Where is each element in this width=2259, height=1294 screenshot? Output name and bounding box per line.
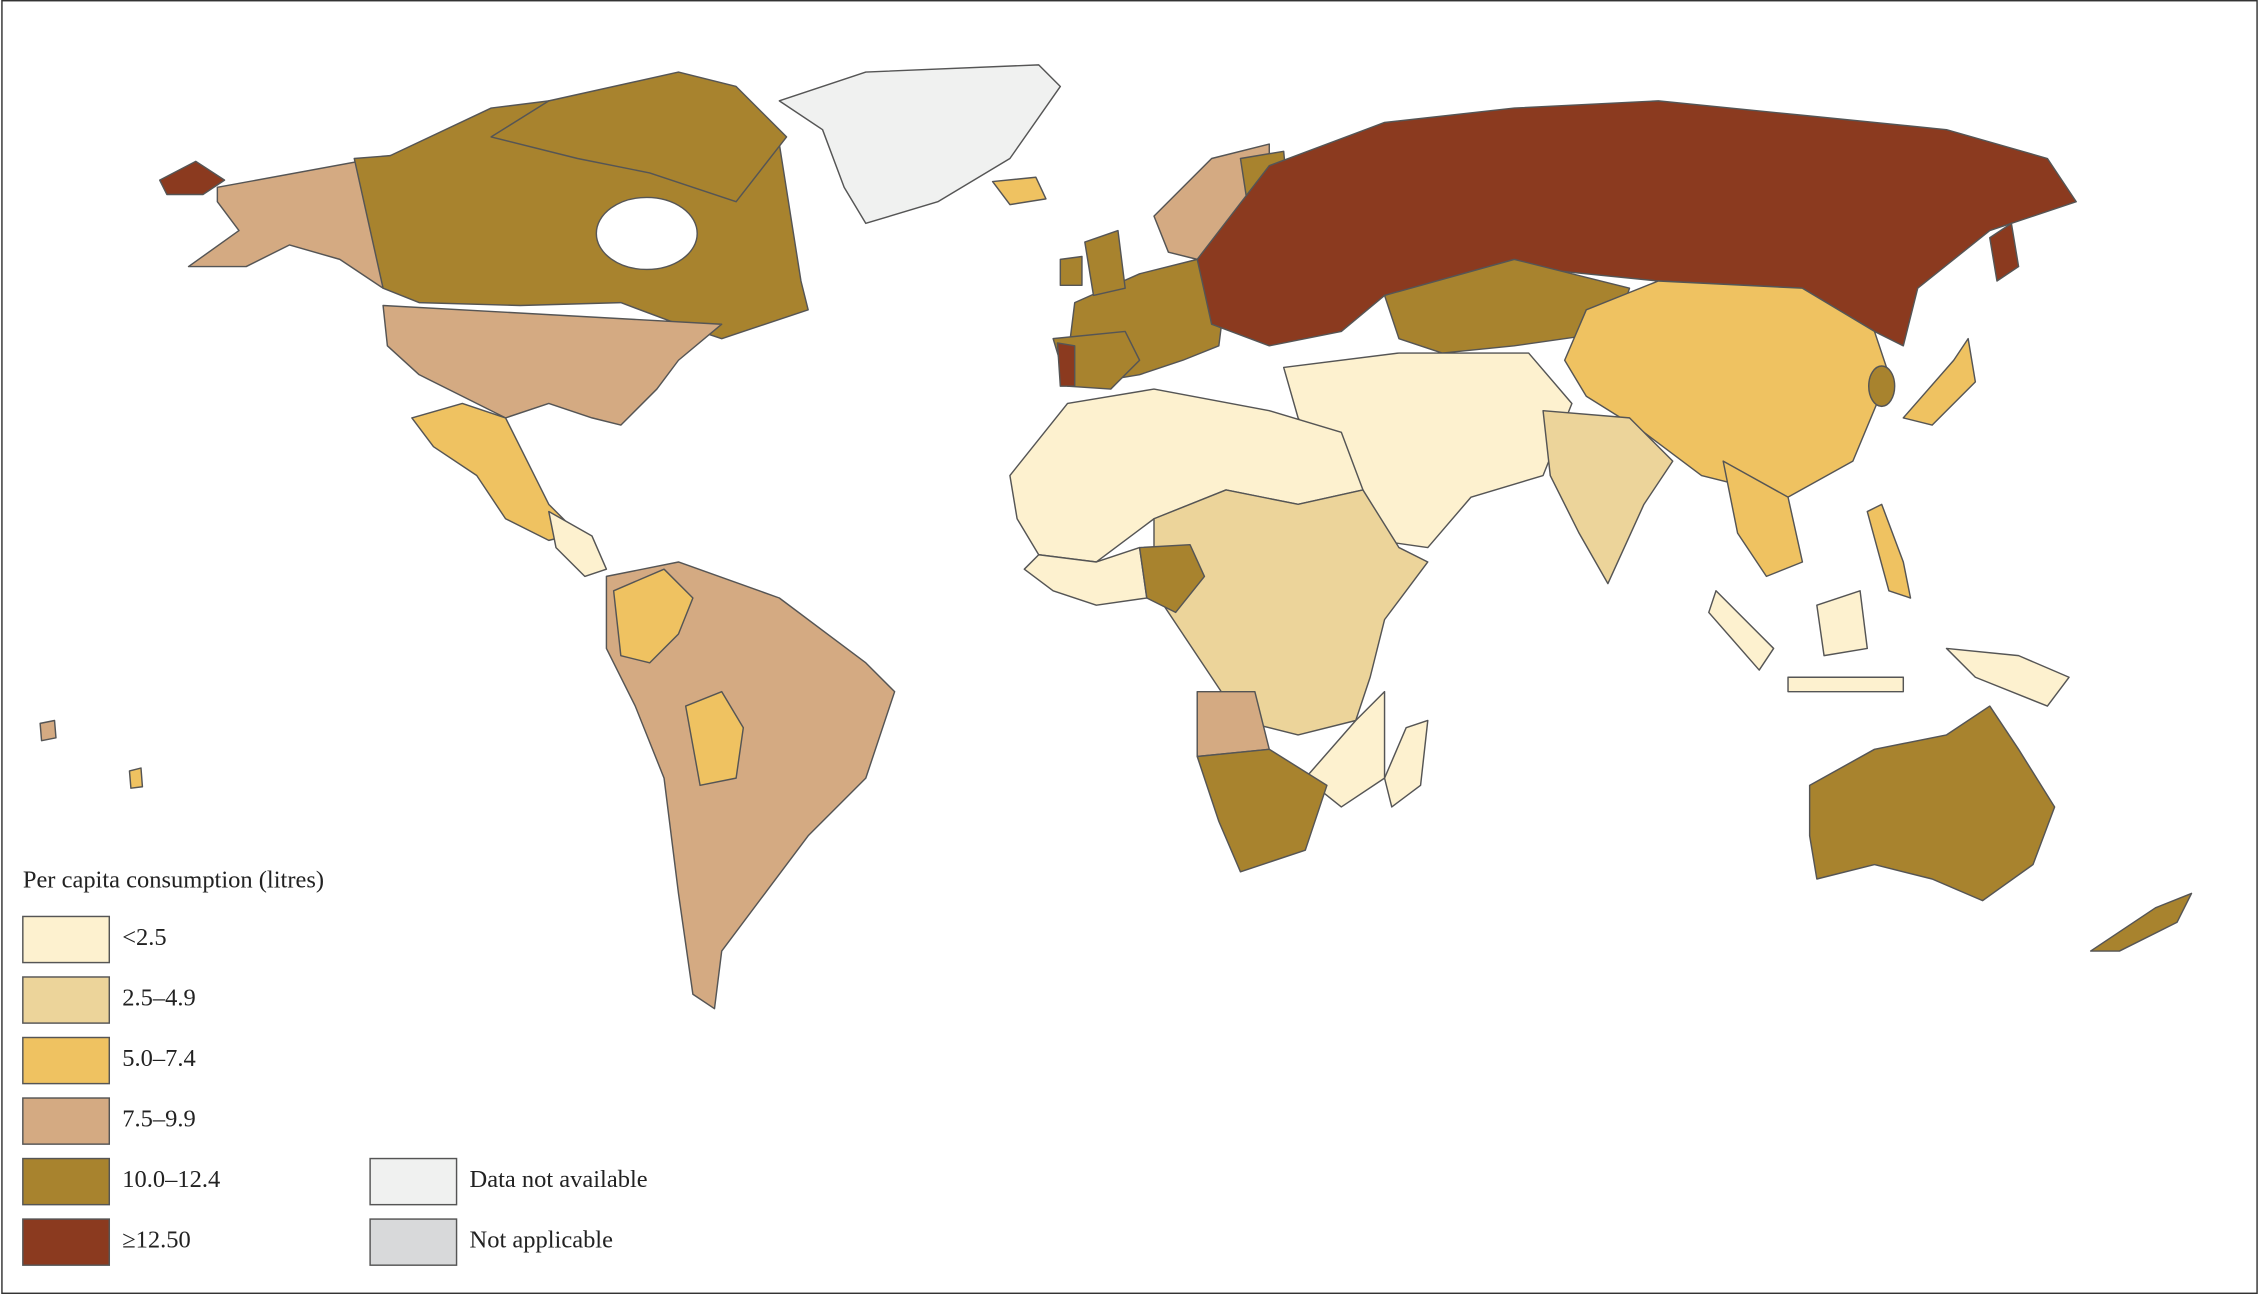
legend-swatch (22, 1097, 111, 1145)
hudson-bay (595, 196, 698, 271)
legend-swatch (369, 1157, 458, 1206)
ireland (1059, 255, 1083, 287)
japan (1902, 337, 1977, 426)
borneo (1816, 590, 1869, 657)
south-america (605, 561, 896, 1010)
world-map (39, 64, 2193, 1010)
kamchatka (1989, 222, 2020, 282)
legend-swatch (22, 976, 111, 1024)
central-africa (1153, 489, 1429, 736)
china-mongolia (1563, 280, 1890, 498)
legend-label: Not applicable (470, 1227, 614, 1254)
usa (382, 304, 723, 426)
southern-africa (1196, 748, 1328, 873)
korea (1868, 365, 1896, 408)
pacific-island (39, 719, 57, 742)
new-guinea (1945, 647, 2070, 707)
russia-eastern-europe (1196, 100, 2077, 347)
legend-swatch (22, 1036, 111, 1085)
legend-label: 7.5–9.9 (122, 1106, 195, 1133)
uk (1084, 229, 1126, 297)
nigeria (1138, 543, 1206, 614)
southeast-asia (1722, 460, 1804, 578)
legend-label: 2.5–4.9 (122, 985, 195, 1012)
bolivia (684, 690, 745, 787)
legend-label: <2.5 (122, 924, 166, 951)
legend-label: Data not available (470, 1166, 648, 1193)
madagascar (1383, 719, 1429, 808)
legend-swatch (369, 1218, 458, 1266)
iceland (991, 176, 1047, 206)
philippines (1866, 503, 1912, 599)
india (1542, 409, 1674, 585)
east-africa (1304, 690, 1386, 808)
pacific-island (128, 767, 144, 789)
central-america (548, 510, 608, 578)
kazakhstan (1383, 258, 1631, 354)
legend-label: 5.0–7.4 (122, 1045, 195, 1072)
australia (1808, 705, 2056, 902)
sumatra (1708, 590, 1775, 671)
greenland (778, 64, 1062, 225)
legend-swatch (22, 1157, 111, 1206)
legend-swatch (22, 1218, 111, 1266)
portugal (1056, 342, 1076, 387)
colombia (612, 568, 694, 664)
legend-label: 10.0–12.4 (122, 1166, 220, 1193)
legend-title: Per capita consumption (litres) (23, 867, 324, 894)
chukotka-west (159, 160, 226, 196)
java (1787, 676, 1905, 693)
legend-swatch (22, 915, 111, 964)
legend-label: ≥12.50 (122, 1227, 191, 1254)
legend: Per capita consumption (litres) <2.5 2.5–4… (22, 867, 648, 1266)
new-zealand (2089, 892, 2193, 952)
canada-islands (490, 71, 788, 203)
west-africa (1023, 546, 1148, 606)
